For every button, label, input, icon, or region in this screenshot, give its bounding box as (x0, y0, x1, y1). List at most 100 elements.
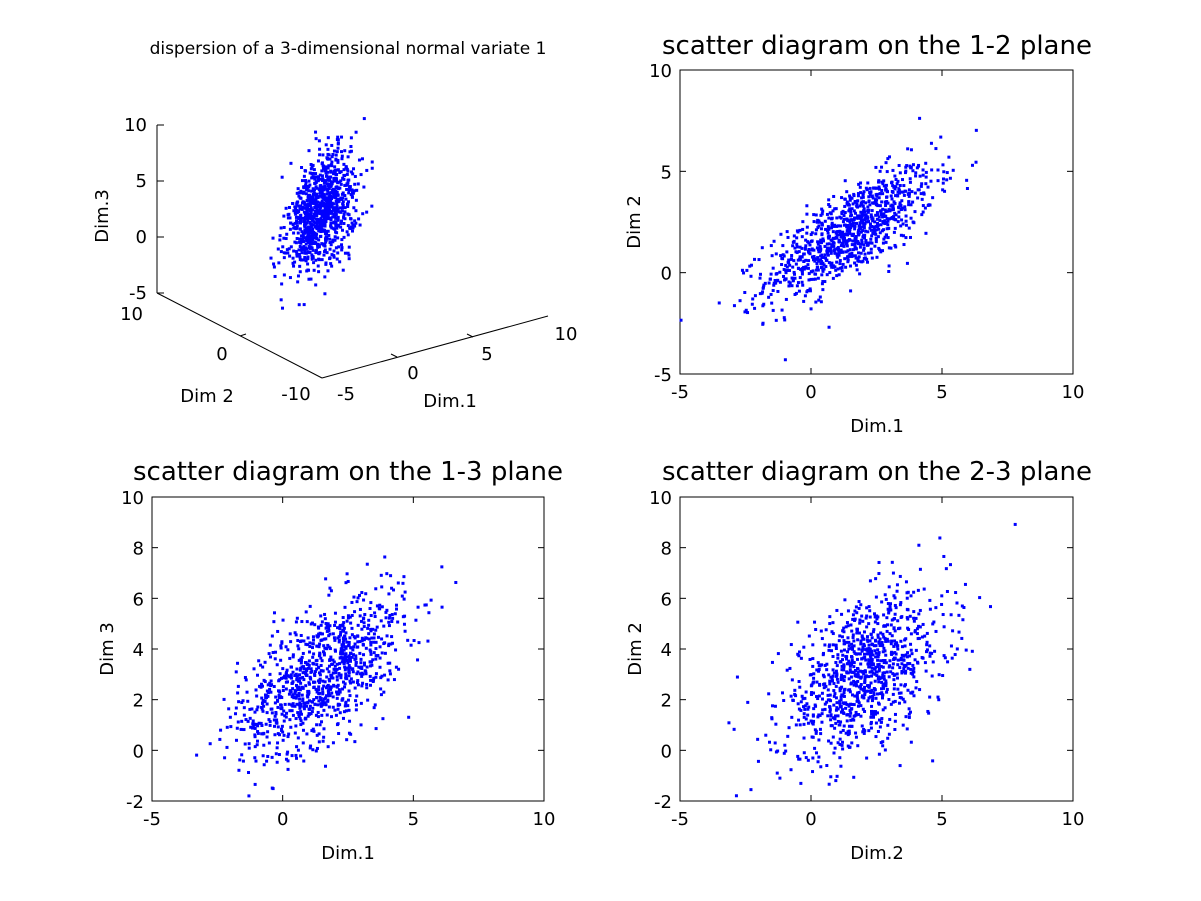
data-point (307, 149, 311, 153)
data-point (296, 679, 300, 683)
data-point (828, 708, 832, 712)
data-point (321, 739, 325, 743)
data-point (335, 179, 339, 183)
data-point (349, 149, 353, 153)
data-point (354, 699, 358, 703)
data-point (330, 264, 334, 268)
data-point (906, 688, 910, 692)
data-point (871, 219, 875, 223)
data-point (824, 256, 828, 260)
data-point (239, 727, 243, 731)
data-point (403, 629, 407, 633)
data-point (237, 700, 241, 704)
data-point (303, 215, 307, 219)
data-point (860, 196, 864, 200)
data-point (298, 701, 302, 705)
data-point (866, 639, 870, 643)
data-point (833, 717, 837, 721)
data-point (803, 707, 807, 711)
data-point (846, 260, 850, 264)
data-point (312, 268, 316, 272)
data-point (286, 735, 290, 739)
data-point (317, 740, 321, 744)
data-point (821, 237, 825, 241)
data-point (322, 697, 326, 701)
data-point (852, 703, 856, 707)
data-point (920, 213, 924, 217)
data-point (856, 192, 860, 196)
data-point (329, 175, 333, 179)
y-tick-label: 10 (649, 61, 672, 82)
data-point (837, 252, 841, 256)
data-point (285, 232, 289, 236)
data-point (376, 635, 380, 639)
data-point (842, 244, 846, 248)
data-point (300, 655, 304, 659)
data-point (331, 180, 335, 184)
data-point (412, 639, 416, 643)
data-point (242, 713, 246, 717)
data-point (835, 253, 839, 257)
data-point (809, 277, 813, 281)
data-point (367, 637, 371, 641)
data-point (842, 626, 846, 630)
data-point (841, 629, 845, 633)
data-point (904, 715, 908, 719)
data-point (317, 229, 321, 233)
data-point (326, 147, 330, 151)
data-point (823, 707, 827, 711)
data-point (871, 630, 875, 634)
data-point (848, 220, 852, 224)
data-point (924, 175, 928, 179)
data-point (343, 251, 347, 255)
data-point (330, 143, 334, 147)
data-point (883, 658, 887, 662)
data-point (307, 202, 311, 206)
data-point (772, 239, 776, 243)
data-point (856, 671, 860, 675)
data-point (329, 216, 333, 220)
data-point (298, 270, 302, 274)
data-point (782, 267, 786, 271)
data-point (324, 217, 328, 221)
data-point (284, 671, 288, 675)
data-point (903, 700, 907, 704)
data-point (832, 703, 836, 707)
data-point (266, 730, 270, 734)
data-point (850, 233, 854, 237)
data-point (380, 651, 384, 655)
data-point (881, 708, 885, 712)
data-point (769, 272, 773, 276)
data-point (800, 280, 804, 284)
data-point (828, 622, 832, 626)
data-point (836, 656, 840, 660)
data-point (812, 248, 816, 252)
data-point (771, 704, 775, 708)
data-point (370, 204, 374, 208)
data-point (853, 714, 857, 718)
data-point (867, 662, 871, 666)
data-point (332, 636, 336, 640)
data-point (856, 638, 860, 642)
data-point (840, 235, 844, 239)
data-point (249, 725, 253, 729)
data-point (832, 194, 836, 198)
data-point (897, 188, 901, 192)
data-point (400, 594, 404, 598)
data-point (855, 684, 859, 688)
data-point (394, 648, 398, 652)
data-point (317, 681, 321, 685)
data-point (768, 277, 772, 281)
data-point (318, 723, 322, 727)
data-point (828, 211, 832, 215)
data-point (889, 208, 893, 212)
data-point (295, 252, 299, 256)
data-point (293, 211, 297, 215)
data-point (294, 696, 298, 700)
data-point (346, 616, 350, 620)
data-point (342, 661, 346, 665)
data-point (819, 227, 823, 231)
data-point (925, 643, 929, 647)
data-point (288, 689, 292, 693)
data-point (851, 222, 855, 226)
